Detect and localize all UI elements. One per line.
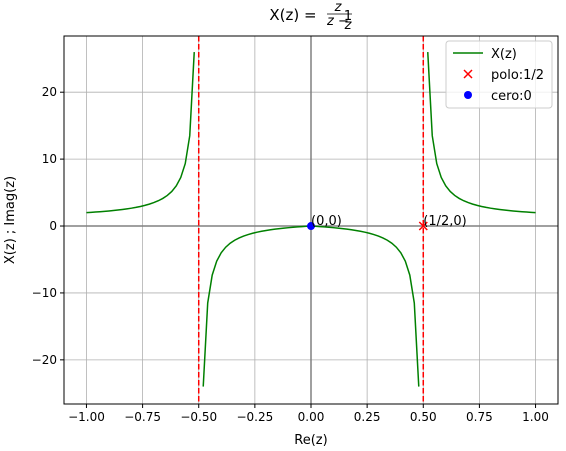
marker-x	[418, 221, 428, 231]
title-lhs: X(z) =	[269, 6, 316, 24]
title-den-den: z	[344, 18, 353, 33]
legend-box	[445, 40, 553, 109]
series-line	[86, 52, 195, 214]
legend: X(z) polo:1/2 cero:0	[445, 40, 553, 109]
annotation: (1/2,0)	[423, 214, 466, 229]
y-tick-label: 0	[49, 219, 57, 233]
x-tick-label: 0.00	[298, 410, 325, 424]
x-axis-label: Re(z)	[294, 433, 327, 448]
title-den: z −	[326, 14, 349, 29]
y-tick-label: −10	[32, 286, 57, 300]
title-den-num: 1	[344, 9, 352, 24]
legend-label: cero:0	[491, 89, 532, 104]
y-axis-label: X(z) ; Imag(z)	[3, 176, 18, 264]
x-tick-label: 0.50	[410, 410, 437, 424]
x-tick-label: −0.75	[124, 410, 161, 424]
x-tick-label: 0.25	[354, 410, 381, 424]
marker-x	[463, 69, 473, 79]
legend-label: polo:1/2	[491, 68, 544, 83]
y-tick-label: 20	[42, 85, 57, 99]
title-num: z	[334, 0, 343, 15]
series-line	[427, 52, 536, 214]
marker-dot	[464, 91, 472, 99]
y-tick-label: −20	[32, 353, 57, 367]
annotation: (0,0)	[311, 214, 342, 229]
x-tick-label: −0.50	[180, 410, 217, 424]
y-tick-label: 10	[42, 152, 57, 166]
x-tick-label: 0.75	[466, 410, 493, 424]
marker-stroke	[418, 221, 428, 231]
marker-stroke	[463, 69, 473, 79]
x-tick-label: −0.25	[236, 410, 273, 424]
chart-title: X(z) =	[269, 6, 316, 24]
x-tick-label: 1.00	[522, 410, 549, 424]
plot-frame	[63, 35, 559, 405]
x-tick-label: −1.00	[68, 410, 105, 424]
marker-dot	[307, 222, 315, 231]
legend-label: X(z)	[491, 47, 517, 62]
